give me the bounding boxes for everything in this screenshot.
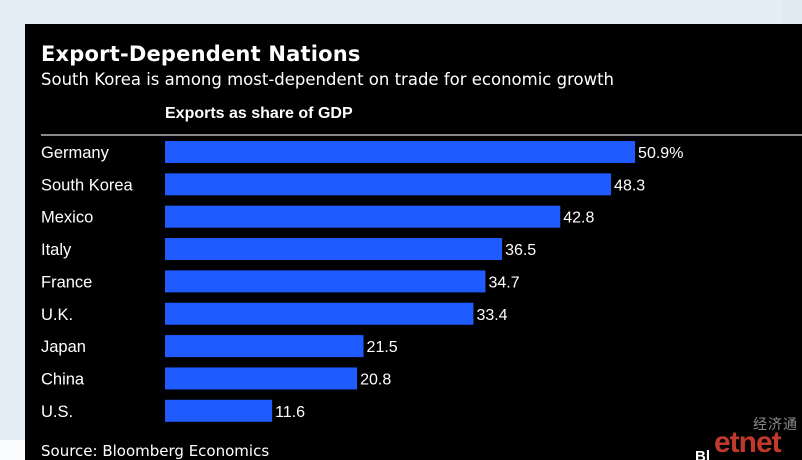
bar-chart: Germany 50.9% South Korea 48.3 Mexico 42.8 Ita… bbox=[41, 141, 683, 422]
etnet-watermark: 经济通 etnet bbox=[712, 414, 802, 460]
category-label: South Korea bbox=[41, 176, 134, 194]
value-label: 42.8 bbox=[563, 210, 594, 227]
value-label: 34.7 bbox=[488, 274, 519, 291]
chart-subtitle: South Korea is among most-dependent on t… bbox=[41, 70, 615, 89]
chart-card: Export-Dependent Nations South Korea is … bbox=[25, 24, 802, 460]
value-label: 33.4 bbox=[476, 307, 507, 324]
bar bbox=[165, 141, 636, 163]
category-label: U.S. bbox=[41, 403, 73, 421]
category-label: Japan bbox=[41, 338, 86, 356]
bar bbox=[165, 238, 503, 261]
bar bbox=[165, 335, 364, 358]
bar bbox=[165, 173, 612, 196]
header-divider bbox=[41, 134, 802, 136]
value-label: 50.9% bbox=[638, 145, 683, 162]
category-label: Mexico bbox=[41, 209, 93, 227]
value-label: 36.5 bbox=[505, 242, 536, 259]
category-label: China bbox=[41, 370, 85, 388]
bar bbox=[165, 205, 561, 228]
category-label: France bbox=[41, 273, 92, 291]
source-note: Source: Bloomberg Economics bbox=[41, 442, 270, 460]
bar bbox=[165, 302, 474, 325]
value-label: 11.6 bbox=[275, 404, 305, 421]
watermark-logo-text: etnet bbox=[714, 426, 782, 459]
value-label: 21.5 bbox=[367, 339, 398, 356]
bar bbox=[165, 367, 358, 390]
watermark-chinese-text: 经济通 bbox=[753, 417, 798, 433]
value-label: 20.8 bbox=[360, 371, 391, 388]
category-label: Italy bbox=[41, 241, 72, 259]
value-label: 48.3 bbox=[614, 177, 645, 194]
axis-section-label: Exports as share of GDP bbox=[165, 105, 353, 122]
bar bbox=[165, 399, 273, 422]
brand-logo-fragment: Bl bbox=[695, 450, 710, 460]
chart-title: Export-Dependent Nations bbox=[41, 42, 361, 66]
category-label: U.K. bbox=[41, 306, 73, 324]
bar bbox=[165, 270, 486, 293]
category-label: Germany bbox=[41, 144, 110, 162]
